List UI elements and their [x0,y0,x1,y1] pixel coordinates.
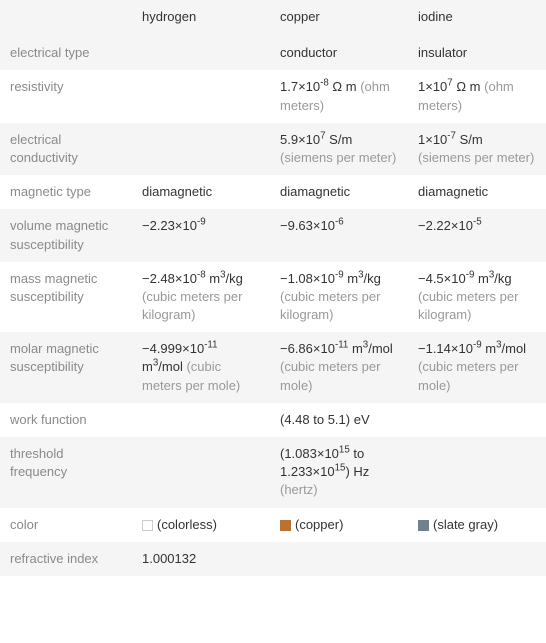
cell-copper: (copper) [270,508,408,542]
cell-value: (4.48 to 5.1) eV [280,412,370,427]
row-label: threshold frequency [0,437,132,508]
cell-hydrogen: −2.48×10-8 m3/kg (cubic meters per kilog… [132,262,270,333]
cell-iodine: −4.5×10-9 m3/kg (cubic meters per kilogr… [408,262,546,333]
cell-hydrogen: diamagnetic [132,175,270,209]
header-copper: copper [270,0,408,36]
table-row: molar magnetic susceptibility−4.999×10-1… [0,332,546,403]
cell-value: (colorless) [157,517,217,532]
cell-value: 1×107 Ω m [418,79,481,94]
cell-iodine: diamagnetic [408,175,546,209]
cell-hydrogen [132,437,270,508]
table-row: refractive index 1.000132 [0,542,546,576]
row-label: molar magnetic susceptibility [0,332,132,403]
table-row: color (colorless) (copper) (slate gray) [0,508,546,542]
cell-unit: (siemens per meter) [280,150,396,165]
cell-iodine: 1×107 Ω m (ohm meters) [408,70,546,122]
header-hydrogen: hydrogen [132,0,270,36]
cell-copper [270,542,408,576]
row-label: mass magnetic susceptibility [0,262,132,333]
cell-iodine: −1.14×10-9 m3/mol (cubic meters per mole… [408,332,546,403]
cell-copper: 1.7×10-8 Ω m (ohm meters) [270,70,408,122]
cell-value: −2.23×10-9 [142,218,206,233]
cell-unit: (cubic meters per kilogram) [142,289,242,322]
cell-copper: −6.86×10-11 m3/mol (cubic meters per mol… [270,332,408,403]
cell-unit: (cubic meters per kilogram) [418,289,518,322]
table-body: electrical type conductor insulator resisti… [0,36,546,576]
table-row: threshold frequency (1.083×1015 to 1.233×… [0,437,546,508]
cell-value: −2.48×10-8 m3/kg [142,271,243,286]
cell-hydrogen [132,70,270,122]
color-swatch-icon [280,520,291,531]
table-row: electrical type conductor insulator [0,36,546,70]
cell-copper: −9.63×10-6 [270,209,408,261]
cell-value: −9.63×10-6 [280,218,344,233]
cell-value: 1.000132 [142,551,196,566]
cell-value: −1.14×10-9 m3/mol [418,341,526,356]
cell-iodine: (slate gray) [408,508,546,542]
cell-value: (1.083×1015 to 1.233×1015) Hz [280,446,369,479]
cell-copper: (4.48 to 5.1) eV [270,403,408,437]
cell-hydrogen [132,123,270,175]
cell-unit: (cubic meters per mole) [280,359,380,392]
header-empty [0,0,132,36]
cell-hydrogen [132,36,270,70]
cell-hydrogen: −2.23×10-9 [132,209,270,261]
row-label: magnetic type [0,175,132,209]
cell-hydrogen: 1.000132 [132,542,270,576]
table-row: magnetic type diamagnetic diamagnetic diama… [0,175,546,209]
cell-value: conductor [280,45,337,60]
cell-iodine [408,403,546,437]
row-label: volume magnetic susceptibility [0,209,132,261]
cell-unit: (siemens per meter) [418,150,534,165]
cell-value: −4.5×10-9 m3/kg [418,271,512,286]
cell-value: −2.22×10-5 [418,218,482,233]
cell-value: diamagnetic [142,184,212,199]
cell-iodine: −2.22×10-5 [408,209,546,261]
cell-value: 1×10-7 S/m [418,132,483,147]
color-swatch-icon [142,520,153,531]
cell-iodine [408,437,546,508]
header-iodine: iodine [408,0,546,36]
cell-iodine: 1×10-7 S/m (siemens per meter) [408,123,546,175]
cell-copper: conductor [270,36,408,70]
cell-value: diamagnetic [418,184,488,199]
row-label: color [0,508,132,542]
row-label: refractive index [0,542,132,576]
cell-unit: (cubic meters per kilogram) [280,289,380,322]
cell-value: −1.08×10-9 m3/kg [280,271,381,286]
cell-copper: −1.08×10-9 m3/kg (cubic meters per kilog… [270,262,408,333]
color-swatch-icon [418,520,429,531]
cell-hydrogen: −4.999×10-11 m3/mol (cubic meters per mo… [132,332,270,403]
cell-iodine [408,542,546,576]
table-row: electrical conductivity 5.9×107 S/m (siem… [0,123,546,175]
cell-value: (copper) [295,517,343,532]
cell-hydrogen: (colorless) [132,508,270,542]
cell-unit: (hertz) [280,482,318,497]
header-row: hydrogen copper iodine [0,0,546,36]
cell-value: −6.86×10-11 m3/mol [280,341,393,356]
table-row: mass magnetic susceptibility−2.48×10-8 m… [0,262,546,333]
cell-copper: (1.083×1015 to 1.233×1015) Hz (hertz) [270,437,408,508]
table-row: work function (4.48 to 5.1) eV [0,403,546,437]
cell-copper: 5.9×107 S/m (siemens per meter) [270,123,408,175]
table-row: resistivity1.7×10-8 Ω m (ohm meters)1×10… [0,70,546,122]
row-label: electrical type [0,36,132,70]
cell-iodine: insulator [408,36,546,70]
cell-value: 5.9×107 S/m [280,132,352,147]
row-label: work function [0,403,132,437]
cell-unit: (cubic meters per mole) [418,359,518,392]
cell-value: 1.7×10-8 Ω m [280,79,357,94]
row-label: electrical conductivity [0,123,132,175]
table-row: volume magnetic susceptibility −2.23×10-9… [0,209,546,261]
cell-value: diamagnetic [280,184,350,199]
cell-hydrogen [132,403,270,437]
cell-value: (slate gray) [433,517,498,532]
cell-copper: diamagnetic [270,175,408,209]
properties-table: hydrogen copper iodine electrical type co… [0,0,546,576]
row-label: resistivity [0,70,132,122]
cell-value: insulator [418,45,467,60]
